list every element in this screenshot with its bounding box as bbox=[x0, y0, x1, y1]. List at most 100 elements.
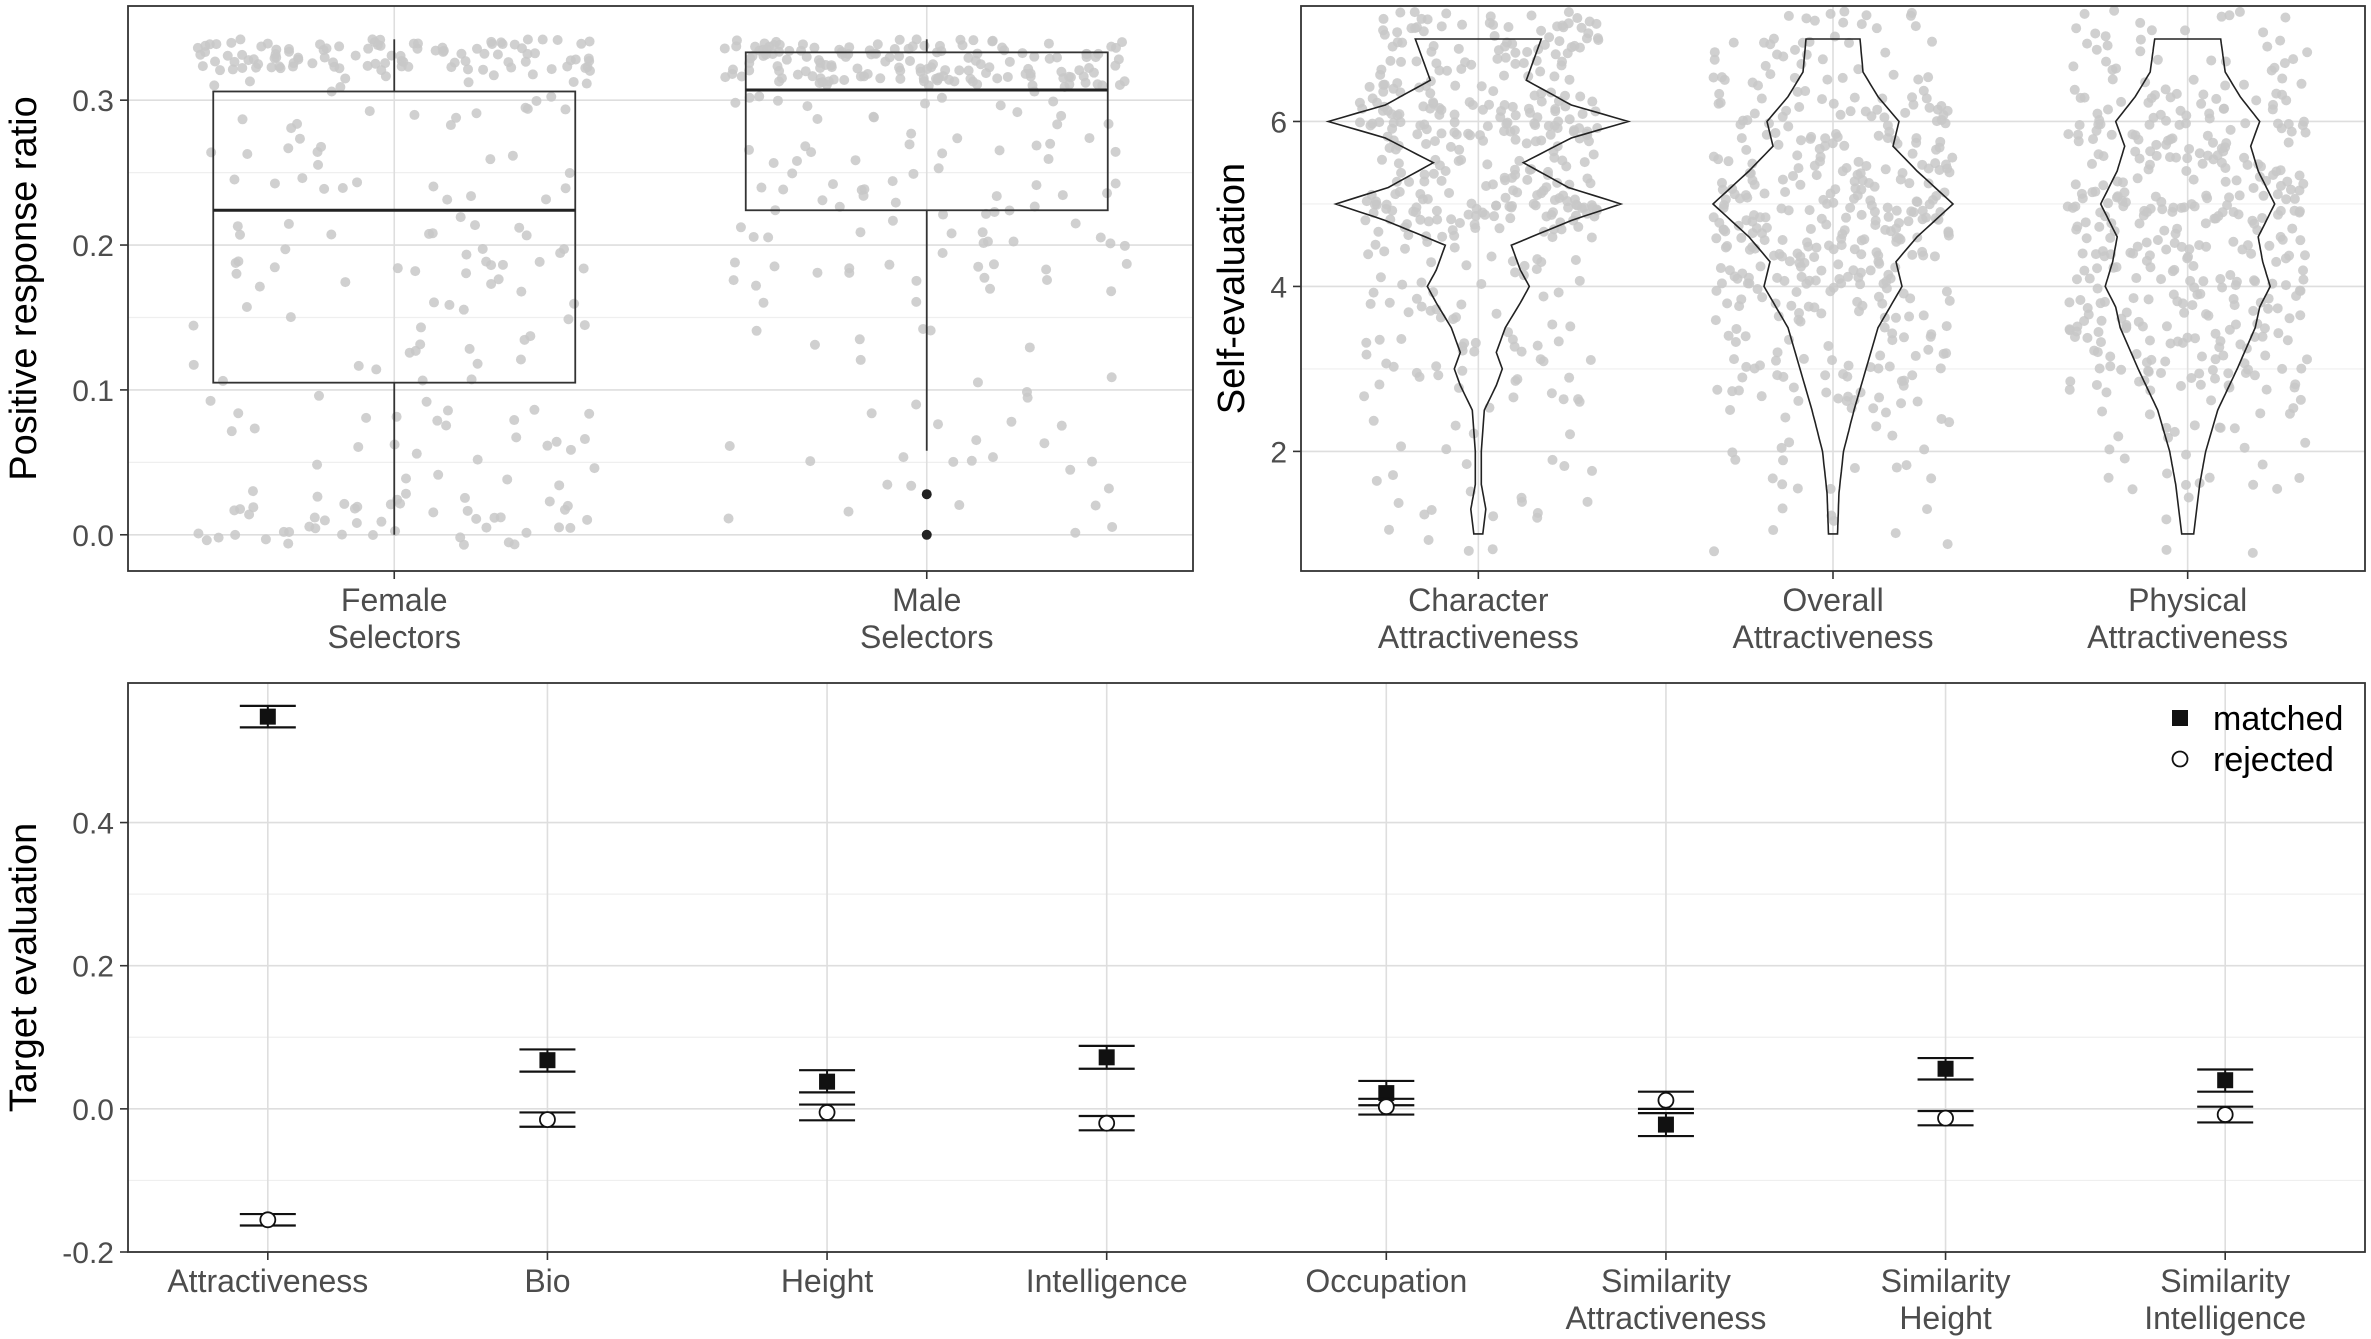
jitter-point bbox=[1392, 37, 1403, 48]
jitter-point bbox=[2181, 110, 2192, 121]
jitter-point bbox=[1921, 93, 1932, 104]
jitter-point bbox=[2295, 394, 2306, 405]
jitter-point bbox=[1823, 240, 1834, 251]
jitter-point bbox=[376, 516, 387, 527]
jitter-point bbox=[2121, 323, 2132, 334]
jitter-point bbox=[1849, 92, 1860, 103]
jitter-point bbox=[1549, 152, 1560, 163]
jitter-point bbox=[197, 61, 208, 72]
jitter-point bbox=[2105, 351, 2116, 362]
jitter-point bbox=[1052, 52, 1063, 63]
jitter-points bbox=[188, 34, 600, 550]
jitter-point bbox=[2159, 225, 2170, 236]
violin-plot-panel: 246CharacterAttractivenessOverallAttract… bbox=[1211, 5, 2366, 655]
jitter-point bbox=[364, 106, 375, 117]
jitter-point bbox=[2075, 295, 2086, 306]
jitter-point bbox=[1890, 312, 1901, 323]
panel-border bbox=[127, 682, 2366, 1253]
jitter-point bbox=[1375, 69, 1386, 80]
jitter-point bbox=[1841, 212, 1852, 223]
jitter-point bbox=[1084, 133, 1095, 144]
jitter-point bbox=[1747, 158, 1758, 169]
jitter-point bbox=[1826, 510, 1837, 521]
jitter-point bbox=[2135, 17, 2146, 28]
jitter-point bbox=[486, 260, 497, 271]
jitter-point bbox=[1715, 263, 1726, 274]
jitter-point bbox=[1363, 249, 1374, 260]
jitter-point bbox=[326, 229, 337, 240]
jitter-point bbox=[1795, 251, 1806, 262]
jitter-point bbox=[1436, 175, 1447, 186]
jitter-point bbox=[2272, 483, 2283, 494]
jitter-point bbox=[552, 35, 563, 46]
jitter-point bbox=[1484, 17, 1495, 28]
jitter-point bbox=[1836, 240, 1847, 251]
jitter-point bbox=[719, 43, 730, 54]
jitter-point bbox=[1361, 337, 1372, 348]
jitter-point bbox=[1931, 144, 1942, 155]
jitter-point bbox=[744, 92, 755, 103]
jitter-point bbox=[1482, 159, 1493, 170]
jitter-point bbox=[509, 415, 520, 426]
jitter-point bbox=[2106, 129, 2117, 140]
jitter-point bbox=[1884, 361, 1895, 372]
jitter-point bbox=[350, 50, 361, 61]
jitter-point bbox=[2217, 282, 2228, 293]
x-tick-label: Occupation bbox=[1305, 1263, 1467, 1299]
jitter-point bbox=[2218, 350, 2229, 361]
jitter-point bbox=[2094, 115, 2105, 126]
jitter-point bbox=[1388, 83, 1399, 94]
jitter-point bbox=[589, 463, 600, 474]
jitter-point bbox=[329, 61, 340, 72]
jitter-point bbox=[353, 441, 364, 452]
jitter-point bbox=[854, 334, 865, 345]
jitter-point bbox=[756, 182, 767, 193]
jitter-point bbox=[1912, 396, 1923, 407]
jitter-point bbox=[1811, 170, 1822, 181]
jitter-point bbox=[2132, 173, 2143, 184]
jitter-point bbox=[1487, 544, 1498, 555]
jitter-point bbox=[404, 347, 415, 358]
jitter-point bbox=[1457, 19, 1468, 30]
jitter-point bbox=[898, 452, 909, 463]
jitter-point bbox=[979, 272, 990, 283]
x-tick-label: Character bbox=[1408, 582, 1549, 618]
jitter-point bbox=[843, 506, 854, 517]
jitter-point bbox=[2177, 337, 2188, 348]
jitter-point bbox=[1433, 370, 1444, 381]
jitter-point bbox=[1418, 26, 1429, 37]
jitter-point bbox=[2119, 187, 2130, 198]
jitter-point bbox=[1364, 81, 1375, 92]
jitter-point bbox=[1891, 205, 1902, 216]
jitter-point bbox=[1518, 58, 1529, 69]
jitter-point bbox=[229, 174, 240, 185]
jitter-point bbox=[2103, 198, 2114, 209]
jitter-point bbox=[2257, 212, 2268, 223]
jitter-point bbox=[1784, 256, 1795, 267]
jitter-point bbox=[1923, 163, 1934, 174]
point-rejected bbox=[2216, 1106, 2234, 1123]
jitter-point bbox=[1919, 444, 1930, 455]
jitter-point bbox=[1708, 151, 1719, 162]
jitter-point bbox=[284, 526, 295, 537]
y-tick-label: 0.4 bbox=[72, 808, 114, 841]
jitter-point bbox=[1425, 76, 1436, 87]
jitter-point bbox=[1368, 415, 1379, 426]
jitter-point bbox=[1471, 203, 1482, 214]
jitter-point bbox=[1367, 93, 1378, 104]
jitter-point bbox=[2134, 218, 2145, 229]
jitter-point bbox=[1538, 356, 1549, 367]
jitter-point bbox=[1709, 546, 1720, 557]
jitter-point bbox=[581, 78, 592, 89]
jitter-point bbox=[954, 65, 965, 76]
jitter-point bbox=[855, 227, 866, 238]
jitter-point bbox=[1523, 103, 1534, 114]
jitter-point bbox=[294, 133, 305, 144]
jitter-point bbox=[2076, 188, 2087, 199]
jitter-point bbox=[522, 34, 533, 45]
jitter-point bbox=[2251, 95, 2262, 106]
jitter-point bbox=[1844, 37, 1855, 48]
jitter-point bbox=[992, 73, 1003, 84]
jitter-point bbox=[1789, 44, 1800, 55]
jitter-points bbox=[719, 34, 1132, 538]
